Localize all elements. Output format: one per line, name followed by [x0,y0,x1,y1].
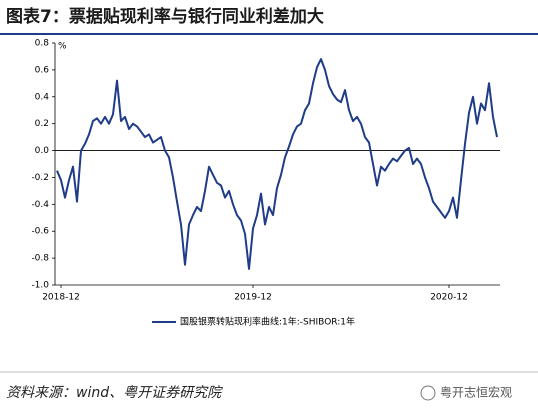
y-tick-label: -0.6 [31,227,49,237]
y-tick-label: 0.4 [35,92,50,102]
x-tick-label: 2019-12 [234,293,272,303]
x-tick-label: 2020-12 [430,293,468,303]
y-tick-label: -0.4 [31,200,49,210]
y-tick-label: -0.8 [31,254,49,264]
y-tick-label: 0.2 [35,119,49,129]
x-tick-label: 2018-12 [42,293,80,303]
watermark-icon [420,385,436,401]
y-tick-label: 0.6 [35,65,50,75]
y-tick-label: 0.0 [35,146,50,156]
y-tick-label: 0.8 [35,39,50,49]
chart-title: 图表7：票据贴现利率与银行同业利差加大 [6,6,324,27]
unit-label: % [58,42,67,52]
legend-label: 国股银票转贴现利率曲线:1年:-SHIBOR:1年 [180,316,355,328]
y-tick-label: -1.0 [31,281,49,291]
watermark: 粤开志恒宏观 [440,385,512,400]
y-tick-label: -0.2 [31,173,49,183]
source: 资料来源：wind、粤开证券研究院 [6,385,223,401]
line-series [56,58,498,270]
